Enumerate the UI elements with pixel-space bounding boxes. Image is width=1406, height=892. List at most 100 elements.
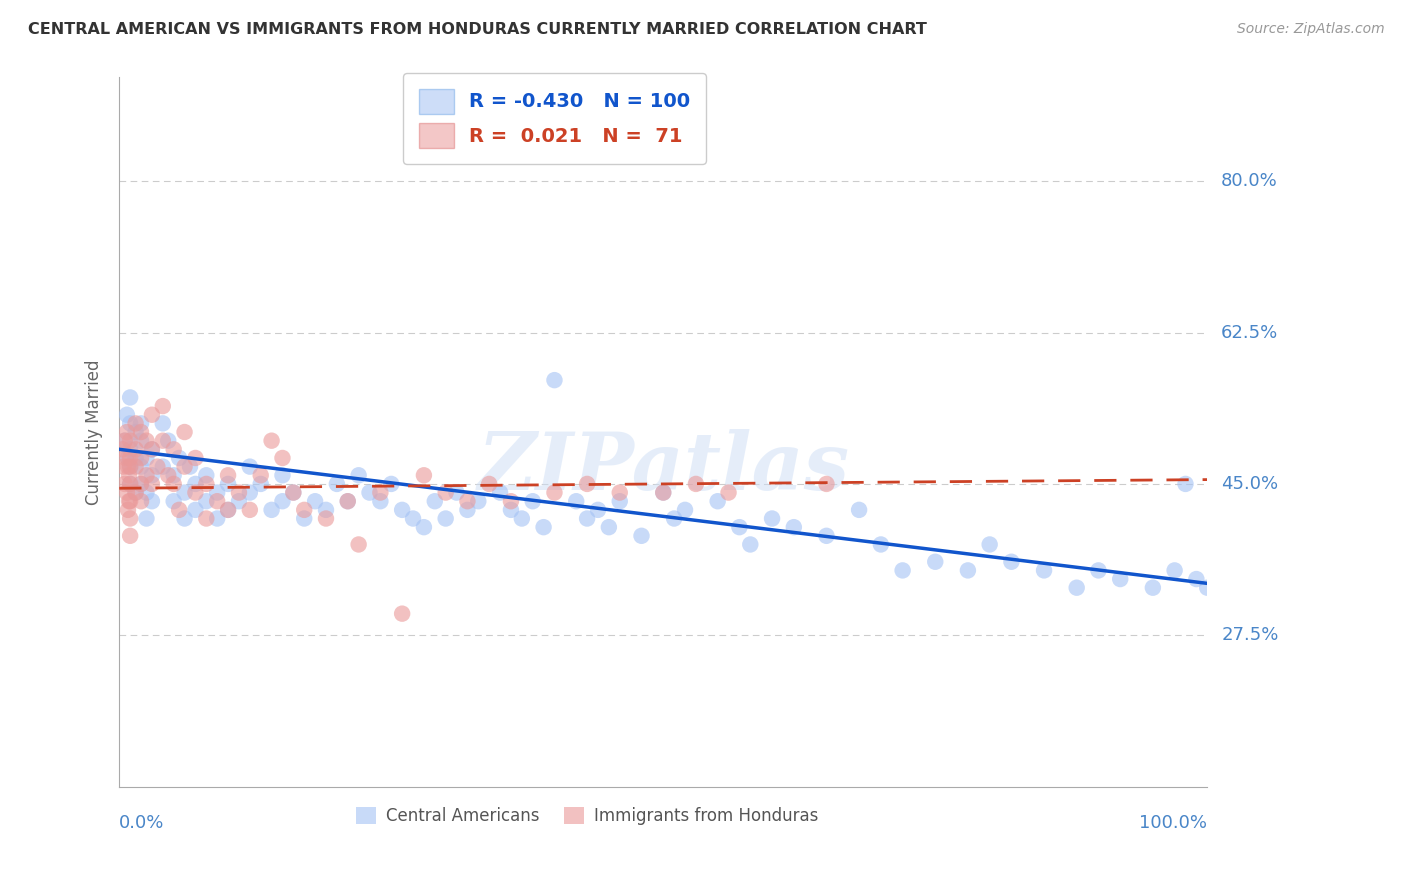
Point [956,563,979,577]
Point [152,459,174,474]
Point [217,477,239,491]
Point [446,485,468,500]
Point [239,459,262,474]
Point [347,537,370,551]
Point [141,477,163,491]
Point [124,450,146,465]
Point [120,459,142,474]
Point [630,529,652,543]
Point [402,511,425,525]
Point [728,520,751,534]
Point [195,494,218,508]
Point [129,459,152,474]
Point [576,511,599,525]
Point [120,459,142,474]
Text: 0.0%: 0.0% [120,814,165,832]
Text: 80.0%: 80.0% [1222,172,1278,190]
Point [391,607,413,621]
Point [249,468,271,483]
Point [184,477,207,491]
Point [924,555,946,569]
Point [652,485,675,500]
Point [112,459,135,474]
Point [510,511,533,525]
Point [423,494,446,508]
Point [120,442,142,457]
Point [129,477,152,491]
Text: 27.5%: 27.5% [1222,626,1278,644]
Point [761,511,783,525]
Point [717,485,740,500]
Point [434,485,457,500]
Point [336,494,359,508]
Point [129,417,152,431]
Text: 45.0%: 45.0% [1222,475,1278,493]
Point [173,425,195,439]
Point [135,468,157,483]
Point [152,434,174,448]
Point [271,450,294,465]
Point [146,459,169,474]
Text: 100.0%: 100.0% [1139,814,1208,832]
Point [141,442,163,457]
Point [576,477,599,491]
Point [152,399,174,413]
Point [195,511,218,525]
Point [815,529,838,543]
Point [114,450,136,465]
Point [522,494,544,508]
Point [380,477,402,491]
Point [228,485,250,500]
Point [120,529,142,543]
Point [1185,572,1208,586]
Point [135,450,157,465]
Point [120,477,142,491]
Point [271,468,294,483]
Point [315,503,337,517]
Point [120,477,142,491]
Point [609,494,631,508]
Point [173,459,195,474]
Point [135,434,157,448]
Point [114,477,136,491]
Point [120,434,142,448]
Point [141,494,163,508]
Point [260,434,283,448]
Point [184,485,207,500]
Point [141,408,163,422]
Point [120,450,142,465]
Point [217,468,239,483]
Point [228,494,250,508]
Point [347,468,370,483]
Point [1163,563,1185,577]
Point [652,485,675,500]
Legend: Central Americans, Immigrants from Honduras: Central Americans, Immigrants from Hondu… [349,800,825,831]
Text: 62.5%: 62.5% [1222,324,1278,342]
Point [118,468,141,483]
Point [167,450,190,465]
Point [1197,581,1219,595]
Point [239,503,262,517]
Point [120,511,142,525]
Point [249,477,271,491]
Point [370,494,392,508]
Point [685,477,707,491]
Text: CENTRAL AMERICAN VS IMMIGRANTS FROM HONDURAS CURRENTLY MARRIED CORRELATION CHART: CENTRAL AMERICAN VS IMMIGRANTS FROM HOND… [28,22,927,37]
Point [129,434,152,448]
Point [870,537,893,551]
Point [135,485,157,500]
Point [124,425,146,439]
Point [283,485,305,500]
Point [543,485,565,500]
Point [173,511,195,525]
Point [326,477,349,491]
Point [499,494,522,508]
Point [1142,581,1164,595]
Point [120,494,142,508]
Point [111,442,134,457]
Point [129,494,152,508]
Point [412,468,434,483]
Point [163,494,186,508]
Point [152,417,174,431]
Point [173,485,195,500]
